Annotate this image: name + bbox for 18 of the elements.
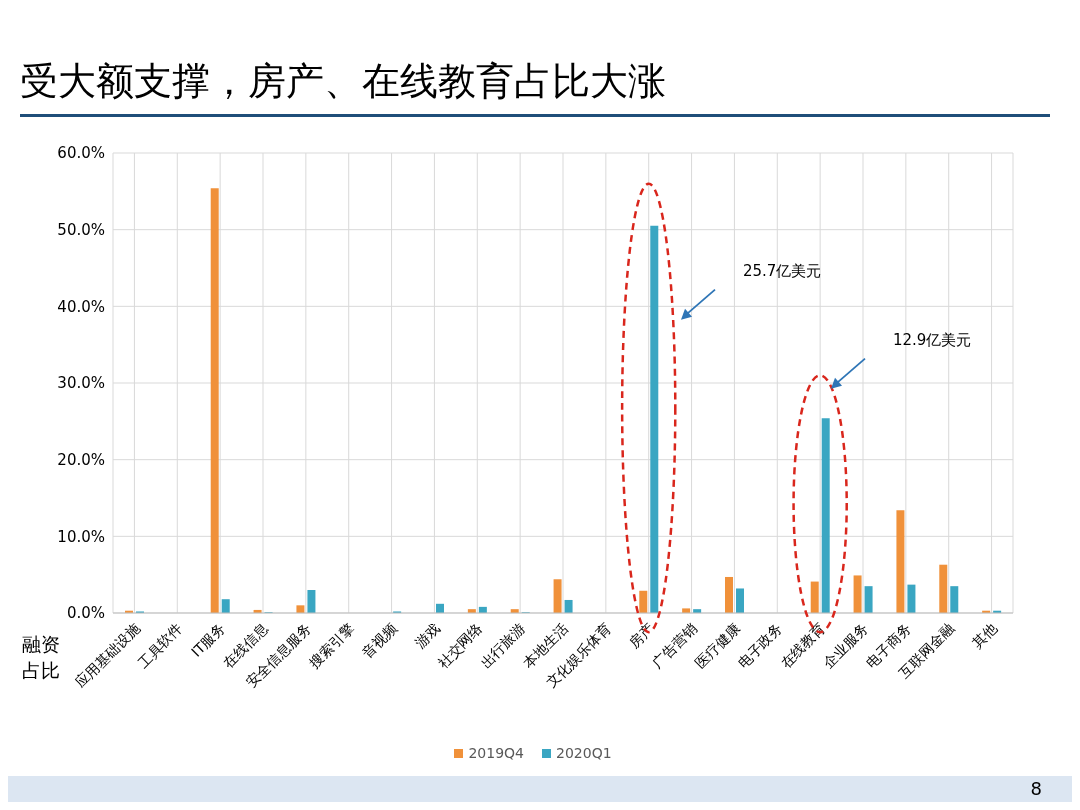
y-tick-label: 10.0% <box>57 527 105 546</box>
x-tick-label: 房产 <box>625 619 657 651</box>
y-tick-label: 40.0% <box>57 297 105 316</box>
y-tick-label: 20.0% <box>57 450 105 469</box>
annotation: 25.7亿美元 <box>743 261 822 280</box>
legend-label: 2019Q4 <box>467 745 524 761</box>
text: 8 <box>1030 778 1042 799</box>
chart-title: 受大额支撑，房产、在线教育占比大涨 <box>20 58 666 105</box>
y-tick-label: 0.0% <box>66 604 105 623</box>
y-tick-label: 30.0% <box>57 374 105 393</box>
x-tick-label: 游戏 <box>411 619 443 651</box>
legend-label: 2020Q1 <box>555 745 612 761</box>
annotation: 12.9亿美元 <box>893 330 972 349</box>
y-tick-label: 50.0% <box>57 220 105 239</box>
y-tick-label: 60.0% <box>57 144 105 163</box>
x-tick-label: 音视频 <box>358 619 400 661</box>
x-tick-label: 其他 <box>968 619 1000 651</box>
y-axis-title: 融资占比 <box>21 632 61 683</box>
